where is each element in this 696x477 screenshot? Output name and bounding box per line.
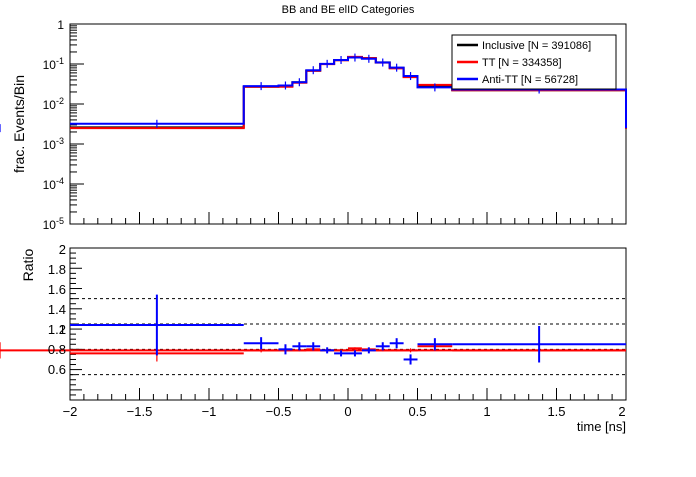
ratio-x-tick-label: −1.5 [127, 404, 153, 419]
ratio-y-tick-label: 1.2 [48, 322, 66, 337]
ratio-x-tick-label: 1 [483, 404, 490, 419]
legend: Inclusive [N = 391086] TT [N = 334358] A… [451, 34, 617, 90]
top-y-tick-label: 10-4 [43, 176, 64, 192]
ratio-x-tick-labels: −2 −1.5 −1 −0.5 0 0.5 1 1.5 2 [63, 404, 626, 419]
legend-entry: TT [N = 334358] [457, 57, 562, 69]
legend-entry: Anti-TT [N = 56728] [457, 74, 578, 86]
top-axis-ticks [69, 23, 627, 225]
ratio-y-tick-label: 0.6 [48, 362, 66, 377]
ratio-y-tick-label: 1.4 [48, 302, 66, 317]
ratio-axis-ticks [69, 247, 627, 401]
ratio-x-tick-label: 0 [344, 404, 351, 419]
x-axis-label: time [ns] [577, 419, 626, 434]
top-y-tick-label: 10-1 [43, 56, 64, 72]
ratio-series-group [0, 294, 626, 365]
top-series-group [0, 53, 627, 133]
top-y-tick-label: 10-5 [43, 216, 64, 232]
histogram-line-2 [70, 56, 627, 129]
top-y-tick-labels: 10-5 10-4 10-3 10-2 10-1 1 [43, 18, 65, 232]
ratio-x-tick-label: −2 [63, 404, 78, 419]
ratio-y-tick-label: 1.6 [48, 282, 66, 297]
ratio-x-tick-label: −0.5 [266, 404, 292, 419]
ratio-y-tick-label: 1.8 [48, 262, 66, 277]
ratio-y-tick-label: 2 [59, 242, 66, 257]
ratio-x-tick-label: 1.5 [547, 404, 565, 419]
top-y-axis-label: frac. Events/Bin [11, 75, 27, 173]
top-y-tick-label: 10-2 [43, 96, 64, 112]
legend-box [451, 34, 617, 90]
ratio-y-axis-label: Ratio [20, 248, 36, 281]
legend-label: TT [N = 334358] [482, 57, 562, 69]
ratio-x-tick-label: 0.5 [408, 404, 426, 419]
ratio-y-tick-labels: 0.6 0.8 1 1.2 1.4 1.6 1.8 2 [48, 242, 66, 377]
legend-label: Inclusive [N = 391086] [482, 40, 591, 52]
legend-label: Anti-TT [N = 56728] [482, 74, 578, 86]
ratio-y-tick-label: 1 [59, 322, 66, 337]
ratio-y-tick-label: 0.8 [48, 342, 66, 357]
top-y-tick-label: 10-3 [43, 136, 64, 152]
chart-title: BB and BE elID Categories [282, 4, 415, 16]
ratio-x-tick-label: 2 [618, 404, 625, 419]
legend-entry: Inclusive [N = 391086] [457, 40, 591, 52]
ratio-x-tick-label: −1 [202, 404, 217, 419]
ratio-reference-lines [70, 298, 626, 376]
top-y-tick-label: 1 [57, 18, 64, 32]
